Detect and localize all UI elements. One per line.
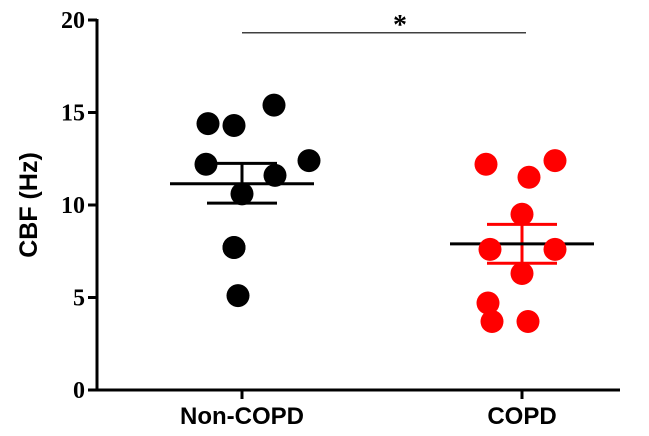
data-point [474,152,498,176]
data-point [263,163,287,187]
y-tick-label: 20 [61,8,85,34]
data-point [194,152,218,176]
data-point [516,310,540,334]
data-point [230,182,254,206]
data-point [510,202,534,226]
data-point [478,237,502,261]
data-point [196,112,220,136]
data-point [222,236,246,260]
data-point [543,149,567,173]
data-point [226,284,250,308]
y-tick-label: 5 [73,286,85,312]
y-tick-label: 0 [73,378,85,404]
data-point [510,261,534,285]
data-point [480,310,504,334]
data-point [476,291,500,315]
labels: 0 5 10 15 20 Non-COPD COPD CBF (Hz) * [15,8,557,430]
x-category-label: Non-COPD [180,403,304,430]
data-point [262,93,286,117]
x-category-label: COPD [487,403,556,430]
data-point [297,149,321,173]
data-point [222,113,246,137]
series-copd [450,149,594,334]
series-non-copd [170,93,321,308]
data-point [517,165,541,189]
y-tick-label: 15 [61,101,85,127]
data-marks [170,32,594,334]
data-point [543,237,567,261]
y-tick-label: 10 [61,193,85,219]
axes [88,18,620,399]
y-axis-title: CBF (Hz) [15,152,43,258]
significance-label: * [393,10,407,41]
